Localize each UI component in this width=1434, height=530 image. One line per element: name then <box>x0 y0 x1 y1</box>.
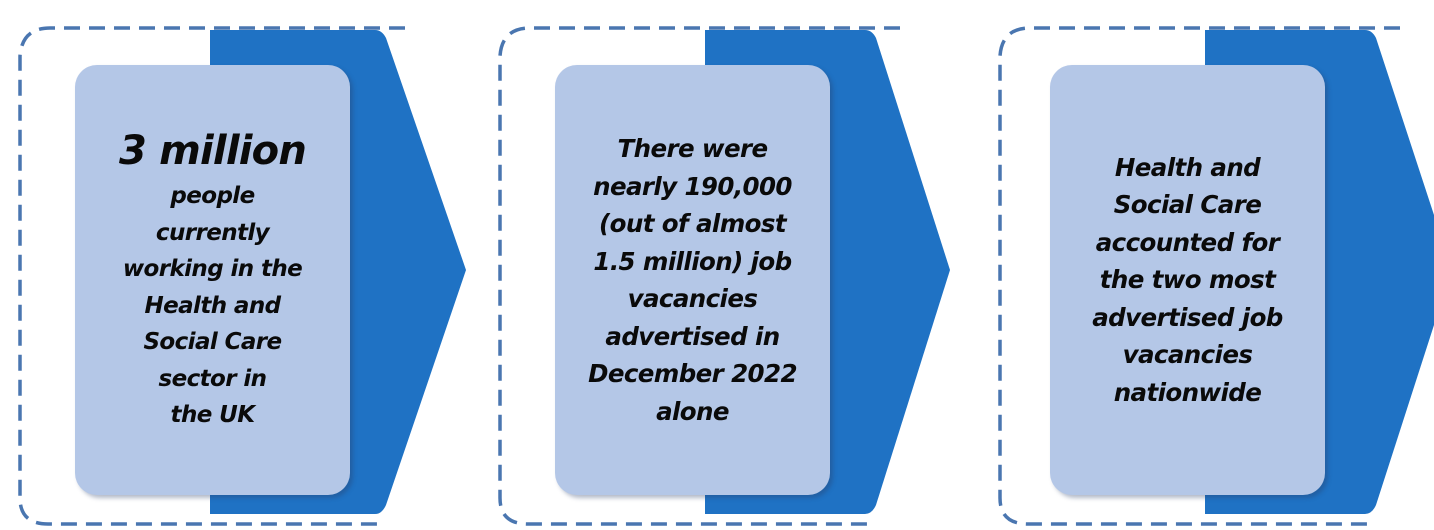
step-2-line: nearly 190,000 <box>593 171 792 201</box>
step-1-card: 3 million people currently working in th… <box>75 65 350 495</box>
step-1-line: working in the <box>122 256 303 283</box>
step-1-line: currently <box>155 219 270 246</box>
step-1-dashed-outline <box>18 26 405 526</box>
step-2-line: 1.5 million) job <box>593 246 792 276</box>
step-2-line: December 2022 <box>588 359 797 388</box>
step-2-line: There were <box>617 134 769 163</box>
step-3-line: advertised job <box>1092 302 1283 332</box>
step-3-card: Health and Social Care accounted for the… <box>1050 65 1325 495</box>
step-3-line: vacancies <box>1122 340 1253 370</box>
step-3-text: Health and Social Care accounted for the… <box>1092 149 1283 412</box>
step-2-line: advertised in <box>605 321 780 351</box>
step-2-dashed-outline <box>498 26 900 526</box>
step-3-line: Health and <box>1114 152 1261 182</box>
step-2-card: There were nearly 190,000 (out of almost… <box>555 65 830 495</box>
step-3-line: the two most <box>1099 265 1276 295</box>
step-3-line: nationwide <box>1113 377 1262 407</box>
step-1-line: the UK <box>170 402 255 429</box>
step-2-text: There were nearly 190,000 (out of almost… <box>588 130 797 430</box>
step-3-line: accounted for <box>1095 227 1280 257</box>
step-1-line: Health and <box>144 292 281 319</box>
step-1-headline: 3 million <box>118 128 307 175</box>
step-2-line: (out of almost <box>599 209 787 238</box>
step-1-line: people <box>170 183 255 210</box>
step-3-dashed-outline <box>998 26 1400 526</box>
step-1-line: Social Care <box>143 329 282 356</box>
step-1-text: people currently working in the Health a… <box>122 178 303 434</box>
step-1-line: sector in <box>158 365 268 392</box>
step-2-line: vacancies <box>627 284 758 313</box>
step-2-line: alone <box>656 396 729 426</box>
step-3-line: Social Care <box>1113 190 1262 220</box>
